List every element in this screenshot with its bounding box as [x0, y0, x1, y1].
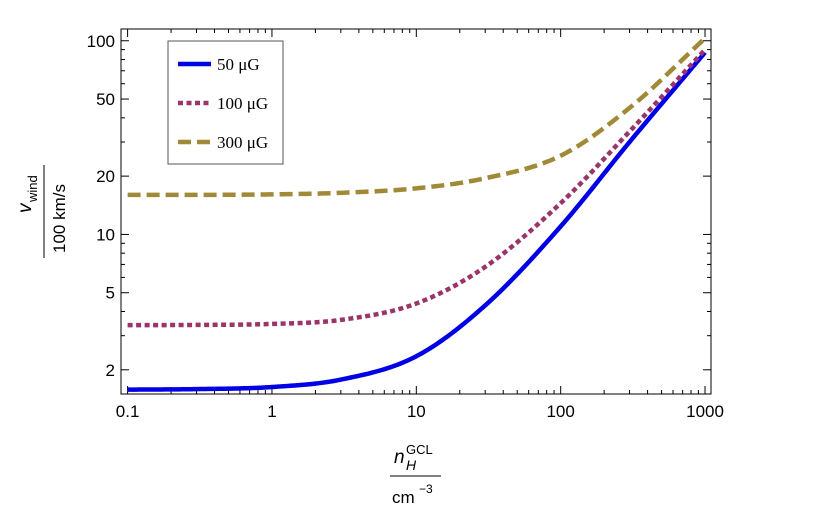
legend-label-100uG: 100 μG [217, 94, 268, 113]
x-tick-label: 10 [407, 402, 426, 421]
y-tick-label: 50 [96, 90, 115, 109]
x-label-sup: GCL [406, 442, 433, 457]
x-label-denominator-sup: −3 [419, 482, 433, 496]
x-axis-label: n H GCL cm −3 [390, 442, 441, 507]
x-label-denominator: cm [392, 488, 415, 507]
y-tick-label: 20 [96, 167, 115, 186]
legend-label-300uG: 300 μG [217, 133, 268, 152]
x-tick-label: 0.1 [116, 402, 140, 421]
x-tick-label: 1 [267, 402, 276, 421]
legend-label-50uG: 50 μG [217, 55, 260, 74]
x-label-sub: H [406, 457, 417, 473]
y-axis-label: v wind 100 km/s [15, 165, 69, 258]
series-line-0 [127, 51, 707, 392]
x-tick-label: 100 [546, 402, 574, 421]
x-label-base: n [394, 447, 405, 468]
series-line-2 [127, 36, 707, 198]
y-tick-label: 5 [106, 284, 115, 303]
series-group [127, 36, 707, 392]
y-label-sub: wind [25, 175, 40, 203]
y-tick-label: 10 [96, 225, 115, 244]
y-label-denominator: 100 km/s [50, 184, 69, 253]
tick-group: 0.1 1 10 100 1000 2 5 10 20 50 100 [87, 29, 724, 421]
legend: 50 μG 100 μG 300 μG [167, 40, 284, 165]
x-tick-label: 1000 [686, 402, 724, 421]
y-tick-label: 2 [106, 361, 115, 380]
y-tick-label: 100 [87, 32, 115, 51]
series-line-1 [127, 48, 707, 328]
y-label-base: v [15, 202, 36, 213]
